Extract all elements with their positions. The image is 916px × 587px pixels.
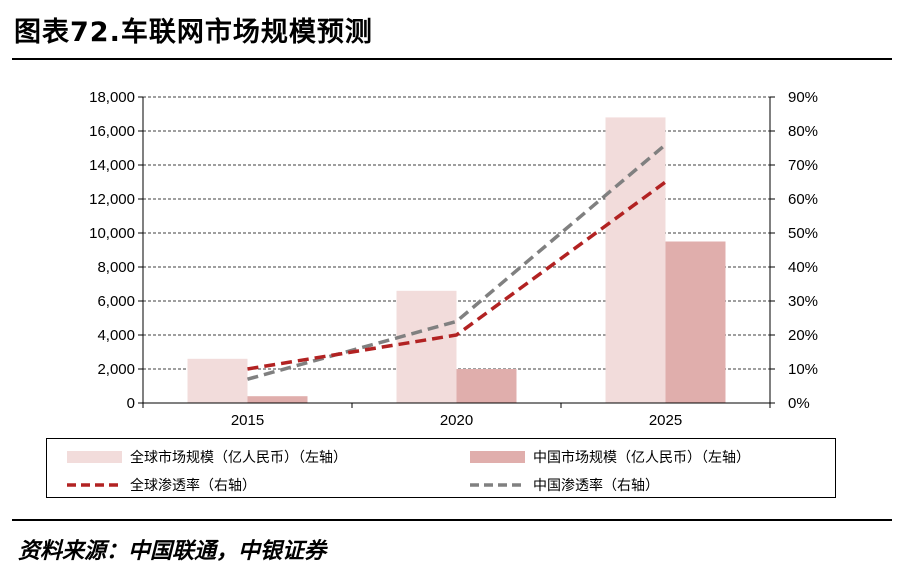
y-left-tick-label: 10,000 [89,225,135,242]
y-right-tick-label: 20% [788,327,818,344]
legend-label-global-penetration: 全球渗透率（右轴） [130,478,256,494]
y-right-tick-label: 70% [788,157,818,174]
legend-label-china-market: 中国市场规模（亿人民币）（左轴） [533,450,750,466]
y-left-tick-label: 12,000 [89,191,135,208]
legend-item-global-market: 全球市场规模（亿人民币）（左轴） [67,447,347,467]
x-tick-label: 2025 [649,412,682,429]
bar-china-market [456,369,517,403]
legend-swatch-china-line [470,483,525,487]
y-left-tick-label: 0 [127,395,135,412]
legend-swatch-global-line [67,483,122,487]
y-left-tick-label: 4,000 [97,327,135,344]
legend-item-global-penetration: 全球渗透率（右轴） [67,475,256,495]
page-title: 图表72.车联网市场规模预测 [14,17,373,48]
y-left-tick-label: 2,000 [97,361,135,378]
y-left-tick-label: 14,000 [89,157,135,174]
source-note: 资料来源：中国联通，中银证券 [18,538,327,564]
y-left-tick-label: 6,000 [97,293,135,310]
bar-china-market [665,241,726,403]
legend-swatch-global-bar [67,451,122,463]
y-left-tick-label: 8,000 [97,259,135,276]
legend-item-china-market: 中国市场规模（亿人民币）（左轴） [470,447,750,467]
y-right-tick-label: 30% [788,293,818,310]
title-divider [12,58,892,60]
y-right-tick-label: 0% [788,395,810,412]
legend-swatch-china-bar [470,451,525,463]
bar-global-market [396,290,457,403]
y-right-tick-label: 40% [788,259,818,276]
y-right-tick-label: 50% [788,225,818,242]
y-left-tick-label: 18,000 [89,89,135,106]
x-tick-label: 2020 [440,412,473,429]
source-divider [12,519,892,521]
chart-legend: 全球市场规模（亿人民币）（左轴） 中国市场规模（亿人民币）（左轴） 全球渗透率（… [46,438,836,498]
y-right-tick-label: 10% [788,361,818,378]
legend-item-china-penetration: 中国渗透率（右轴） [470,475,659,495]
y-right-tick-label: 60% [788,191,818,208]
legend-label-global-market: 全球市场规模（亿人民币）（左轴） [130,450,347,466]
bar-china-market [247,396,308,403]
y-right-tick-label: 80% [788,123,818,140]
legend-label-china-penetration: 中国渗透率（右轴） [533,478,659,494]
bar-global-market [605,117,666,404]
bar-global-market [187,358,248,403]
y-right-tick-label: 90% [788,89,818,106]
x-tick-label: 2015 [231,412,264,429]
line-global-penetration [247,180,667,371]
line-china-penetration [247,143,667,381]
y-left-tick-label: 16,000 [89,123,135,140]
